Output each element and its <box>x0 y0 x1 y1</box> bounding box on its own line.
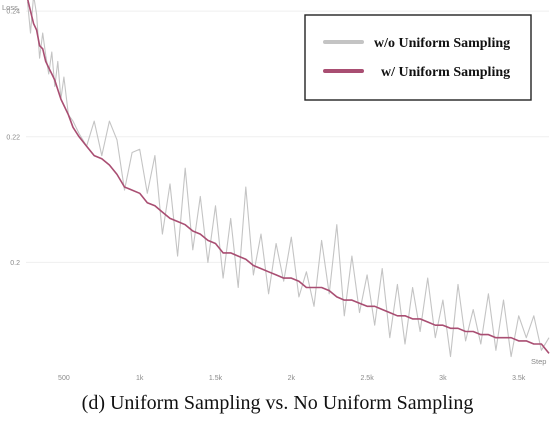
legend: w/o Uniform Sampling w/ Uniform Sampling <box>304 14 532 101</box>
x-axis-label: Step <box>531 357 546 366</box>
x-tick-label: 1k <box>136 375 144 382</box>
x-tick-label: 3k <box>439 375 447 382</box>
figure-caption: (d) Uniform Sampling vs. No Uniform Samp… <box>81 392 474 414</box>
x-tick-label: 3.5k <box>512 375 526 382</box>
y-tick-label: 0.24 <box>6 9 20 16</box>
loss-chart: 0.2 0.22 0.24 500 1k 1.5k 2k 2.5k 3k 3.5k Loss St… <box>2 0 550 382</box>
tick-layer: 0.2 0.22 0.24 500 1k 1.5k 2k 2.5k 3k 3.5k <box>6 9 525 382</box>
legend-box <box>304 14 532 101</box>
series-line-w-uniform <box>27 0 550 354</box>
series-line-wo-uniform <box>26 0 550 358</box>
x-tick-label: 2.5k <box>360 375 374 382</box>
x-tick-label: 1.5k <box>209 375 223 382</box>
x-tick-label: 2k <box>288 375 296 382</box>
y-tick-label: 0.2 <box>10 260 20 267</box>
x-tick-label: 500 <box>58 375 70 382</box>
y-axis-label: Loss <box>2 3 18 12</box>
legend-label-w-uniform: w/ Uniform Sampling <box>381 65 510 80</box>
series-layer <box>26 0 550 358</box>
y-tick-label: 0.22 <box>6 134 20 141</box>
legend-label-wo-uniform: w/o Uniform Sampling <box>374 36 510 51</box>
